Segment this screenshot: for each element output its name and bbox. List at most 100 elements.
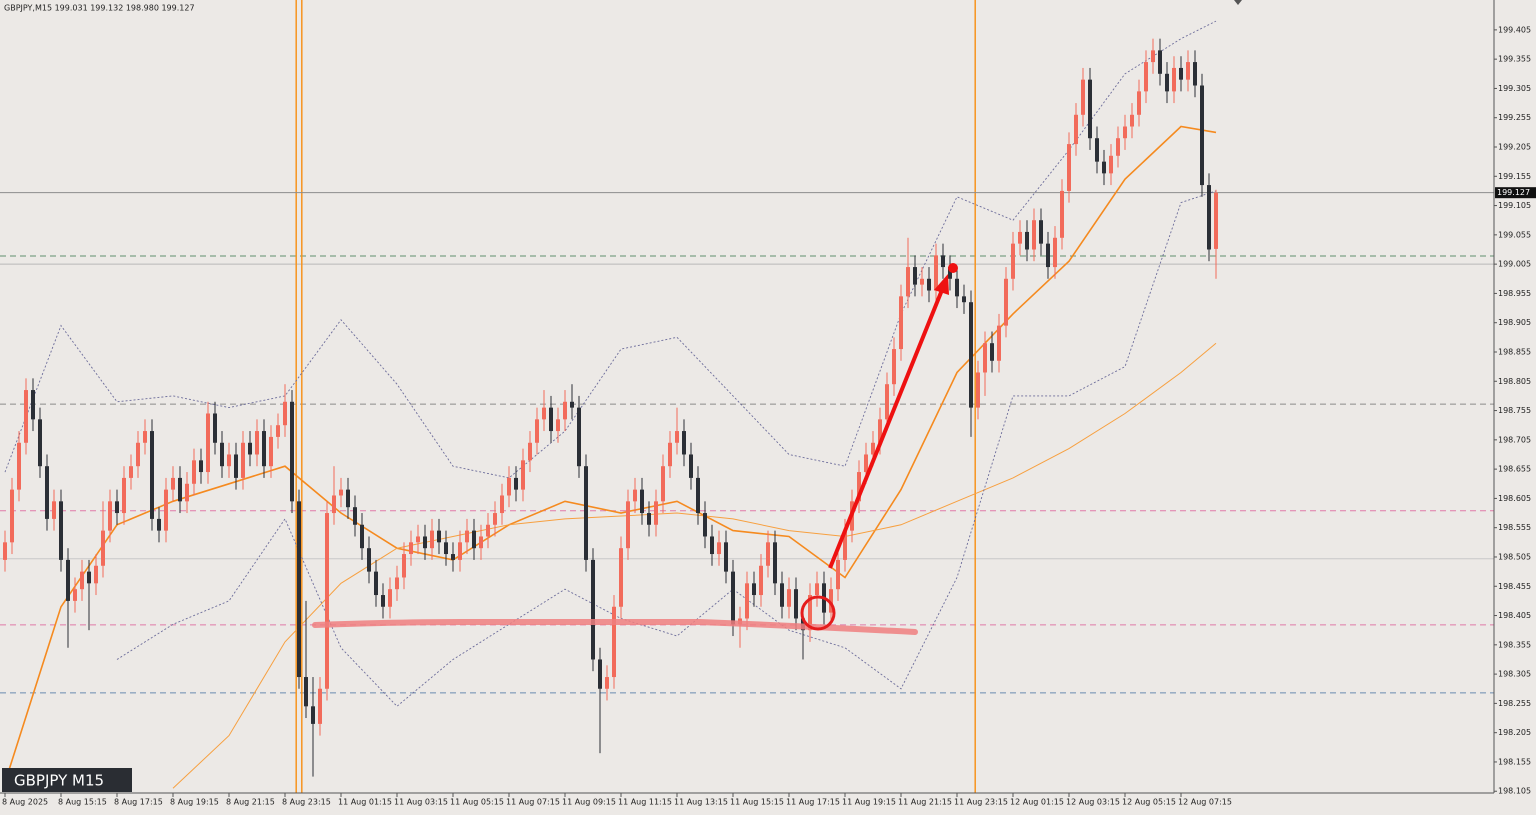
candle-body — [1081, 79, 1086, 115]
dot-marker — [948, 263, 958, 273]
levels — [0, 0, 1494, 793]
y-tick-label: 198.805 — [1498, 377, 1531, 386]
candle-body — [836, 559, 841, 590]
candle-body — [1116, 138, 1121, 156]
candle-body — [885, 384, 890, 420]
candle-body — [843, 530, 848, 560]
indicator-line — [4, 20, 1217, 479]
candle-body — [829, 589, 834, 613]
candle-body — [1186, 62, 1191, 80]
candle-body — [780, 583, 785, 607]
candle-body — [541, 407, 546, 420]
x-tick-label: 8 Aug 19:15 — [170, 798, 219, 807]
candle-body — [114, 501, 119, 514]
candle-body — [128, 466, 133, 478]
y-tick-label: 198.705 — [1498, 435, 1531, 444]
candle-body — [913, 267, 918, 285]
candle-body — [212, 413, 217, 443]
candle-body — [16, 442, 21, 490]
candle-body — [695, 477, 700, 514]
candle-body — [583, 466, 588, 560]
price-tag — [1495, 187, 1536, 199]
y-tick-label: 199.005 — [1498, 260, 1531, 269]
candle-body — [927, 278, 932, 291]
candle-body — [660, 466, 665, 502]
candle-body — [240, 442, 245, 478]
x-tick-label: 8 Aug 21:15 — [226, 798, 275, 807]
candle-body — [93, 565, 98, 584]
x-tick-label: 11 Aug 13:15 — [674, 798, 728, 807]
candle-body — [1214, 192, 1219, 249]
x-tick-label: 11 Aug 07:15 — [506, 798, 560, 807]
x-tick-label: 11 Aug 15:15 — [730, 798, 784, 807]
candle-body — [857, 472, 862, 502]
candle-body — [135, 442, 140, 467]
candle-body — [569, 401, 574, 408]
candle-body — [23, 390, 28, 443]
candle-body — [1193, 62, 1198, 86]
candle-body — [1165, 73, 1170, 92]
candle-body — [1088, 79, 1093, 139]
y-tick-label: 198.855 — [1498, 347, 1531, 356]
x-tick-label: 8 Aug 17:15 — [114, 798, 163, 807]
candle-body — [310, 706, 315, 724]
candle-body — [324, 513, 329, 689]
y-tick-label: 199.255 — [1498, 113, 1531, 122]
candle-body — [450, 554, 455, 560]
axis-labels: 198.105 198.155 198.205 198.255 198.305 198.3… — [2, 25, 1536, 807]
candle-body — [58, 501, 63, 560]
candle-body — [892, 349, 897, 385]
candle-body — [590, 559, 595, 660]
candle-body — [878, 419, 883, 443]
candle-body — [759, 565, 764, 596]
candle-body — [100, 530, 105, 566]
candle-body — [436, 530, 441, 543]
candle-body — [289, 401, 294, 502]
candle-body — [702, 513, 707, 537]
candle-body — [149, 431, 154, 519]
y-tick-label: 198.755 — [1498, 406, 1531, 415]
candle-body — [275, 425, 280, 437]
y-tick-label: 198.655 — [1498, 465, 1531, 474]
candle-body — [1200, 85, 1205, 186]
candle-body — [745, 583, 749, 619]
candle-body — [983, 343, 988, 373]
support-stroke — [312, 619, 918, 635]
candle-body — [815, 583, 820, 596]
candle-body — [142, 431, 147, 443]
candle-body — [604, 677, 609, 689]
candle-body — [1067, 144, 1072, 191]
arrow-head — [934, 274, 949, 295]
candle-body — [1004, 278, 1009, 326]
candle-body — [331, 495, 336, 514]
candle-body — [191, 460, 196, 484]
candle-body — [219, 442, 224, 467]
candle-body — [766, 542, 771, 566]
candle-body — [303, 677, 308, 707]
candle-body — [1144, 62, 1149, 92]
candle-body — [492, 513, 497, 525]
candle-body — [562, 401, 567, 420]
candle-body — [688, 454, 693, 478]
candle-body — [1130, 114, 1135, 127]
candle-body — [1018, 231, 1023, 244]
candle-body — [667, 442, 672, 467]
candle-body — [464, 530, 469, 543]
candle-body — [513, 477, 518, 490]
x-tick-label: 8 Aug 23:15 — [282, 798, 331, 807]
header: GBPJPY,M15 199.031 199.132 198.980 199.1… — [4, 4, 195, 13]
chart-label-box — [2, 768, 132, 792]
candle-body — [730, 571, 735, 625]
candle-body — [107, 501, 112, 531]
x-tick-label: 12 Aug 03:15 — [1066, 798, 1120, 807]
y-tick-label: 198.455 — [1498, 582, 1531, 591]
candle-body — [1179, 67, 1184, 80]
candle-body — [170, 477, 175, 490]
x-tick-label: 11 Aug 03:15 — [394, 798, 448, 807]
candle-body — [415, 536, 420, 543]
candle-body — [121, 477, 126, 514]
candle-body — [1207, 185, 1212, 250]
candle-body — [184, 483, 189, 502]
